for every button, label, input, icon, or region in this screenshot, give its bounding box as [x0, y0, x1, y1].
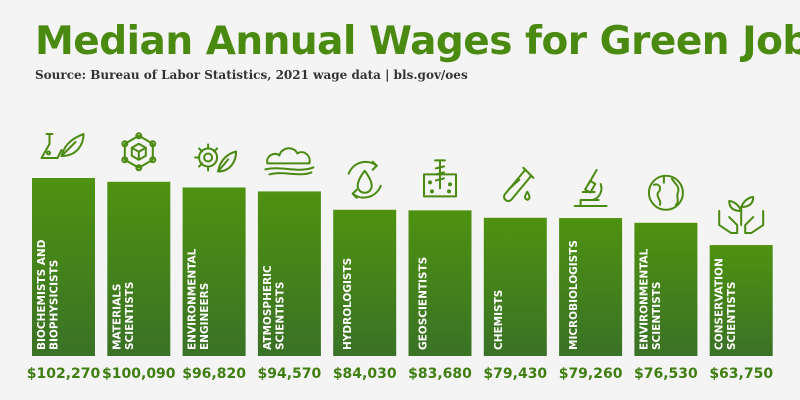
bar-category-line: HYDROLOGISTS	[342, 258, 354, 350]
bar-category-line: SCIENTISTS	[124, 282, 136, 351]
bar-category-line: ATMOSPHERIC	[262, 265, 274, 350]
bar-category-label: CONSERVATIONSCIENTISTS	[714, 258, 739, 350]
bar-category-label: ENVIRONMENTALENGINEERS	[187, 248, 212, 350]
flask-leaf-icon	[40, 133, 85, 159]
gear-leaf-icon	[194, 143, 238, 173]
bar-category-line: CONSERVATION	[714, 258, 726, 350]
chart-subtitle: Source: Bureau of Labor Statistics, 2021…	[35, 68, 468, 82]
bar-category-label: GEOSCIENTISTS	[418, 257, 430, 350]
bar-category-line: BIOPHYSICISTS	[49, 260, 61, 350]
bar-value-label: $79,430	[483, 366, 547, 382]
bar-category-label: HYDROLOGISTS	[342, 258, 354, 350]
bar-category-line: CHEMISTS	[493, 290, 505, 350]
bar-category-line: MICROBIOLOGISTS	[568, 240, 580, 350]
bar	[559, 218, 623, 356]
bar-category-line: BIOCHEMISTS AND	[36, 239, 48, 350]
hands-plant-icon	[718, 196, 765, 235]
test-tube-icon	[502, 166, 535, 203]
water-cycle-icon	[347, 160, 382, 199]
globe-leaf-icon	[647, 174, 684, 211]
bar	[483, 217, 547, 356]
bar-category-label: ENVIRONMENTALSCIENTISTS	[638, 248, 663, 350]
bar-category-line: ENVIRONMENTAL	[638, 248, 650, 350]
bar-category-label: MATERIALSSCIENTISTS	[111, 282, 136, 351]
bar	[333, 209, 397, 356]
bar-category-line: SCIENTISTS	[726, 282, 738, 351]
bar-value-label: $79,260	[559, 366, 623, 382]
bar	[634, 222, 698, 356]
molecule-cube-icon	[121, 132, 157, 172]
bar	[709, 245, 773, 356]
bar-value-label: $94,570	[258, 366, 322, 382]
soil-drill-icon	[423, 159, 457, 198]
bar	[32, 178, 95, 356]
bar-category-line: ENGINEERS	[199, 283, 211, 350]
bar-value-label: $102,270	[27, 366, 101, 382]
bar	[182, 187, 246, 356]
bar-value-label: $63,750	[709, 366, 773, 382]
bar-category-label: ATMOSPHERICSCIENTISTS	[262, 265, 287, 350]
bar-category-line: SCIENTISTS	[651, 282, 663, 351]
bar-category-label: MICROBIOLOGISTS	[568, 240, 580, 350]
bar-value-label: $84,030	[333, 366, 397, 382]
icons-group	[40, 132, 765, 235]
bar-category-line: MATERIALS	[111, 284, 123, 350]
bar-value-label: $83,680	[408, 366, 472, 382]
chart-title: Median Annual Wages for Green Jobs	[35, 19, 800, 64]
bar-category-line: SCIENTISTS	[274, 282, 286, 351]
bar	[257, 191, 321, 356]
bar	[107, 181, 171, 356]
bars-group: BIOCHEMISTS ANDBIOPHYSICISTS $102,270 MATE…	[27, 178, 773, 382]
bar-value-label: $100,090	[102, 366, 176, 382]
microscope-icon	[573, 169, 608, 208]
bar-value-label: $96,820	[182, 366, 246, 382]
bar-category-label: BIOCHEMISTS ANDBIOPHYSICISTS	[36, 239, 61, 350]
bar-category-label: CHEMISTS	[493, 290, 505, 350]
bar-value-label: $76,530	[634, 366, 698, 382]
bar-category-line: GEOSCIENTISTS	[418, 257, 430, 350]
bar	[408, 210, 472, 356]
cloud-wind-icon	[264, 147, 315, 176]
bar-category-line: ENVIRONMENTAL	[187, 248, 199, 350]
